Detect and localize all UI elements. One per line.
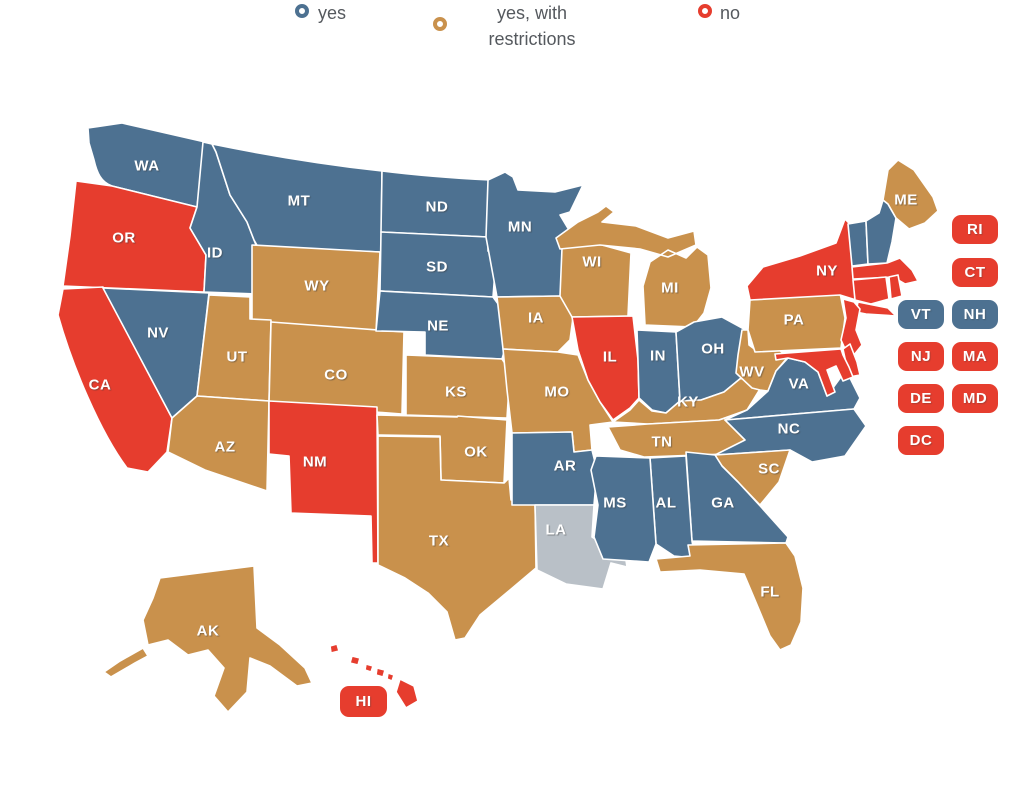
state-LA[interactable] — [534, 504, 628, 590]
state-SD[interactable] — [379, 231, 497, 298]
badge-CT[interactable]: CT — [952, 258, 998, 287]
state-PA[interactable] — [747, 292, 846, 353]
state-ME[interactable] — [882, 159, 939, 230]
legend-label-yes: yes — [318, 3, 347, 23]
state-IA[interactable] — [496, 295, 575, 353]
badge-DE[interactable]: DE — [898, 384, 944, 413]
state-MI[interactable] — [555, 205, 712, 328]
state-AZ[interactable] — [167, 395, 270, 492]
state-RI[interactable] — [888, 274, 903, 300]
state-CT[interactable] — [852, 276, 890, 305]
badge-MD[interactable]: MD — [952, 384, 998, 413]
badge-HI[interactable]: HI — [340, 686, 387, 717]
state-WY[interactable] — [251, 244, 381, 333]
legend-dot-yes — [295, 4, 309, 18]
badge-VT[interactable]: VT — [898, 300, 944, 329]
state-NC[interactable] — [714, 408, 867, 463]
badge-NH[interactable]: NH — [952, 300, 998, 329]
state-VT[interactable] — [847, 220, 869, 267]
legend-dot-yes-with-restrictions — [433, 17, 447, 31]
state-AK[interactable] — [103, 565, 313, 713]
state-MS[interactable] — [590, 455, 657, 563]
state-HI[interactable] — [329, 643, 419, 709]
state-MD[interactable] — [774, 348, 854, 397]
legend-label-yes-with-restrictions: yes, with restrictions — [488, 3, 576, 49]
state-NM[interactable] — [268, 400, 379, 564]
badge-DC[interactable]: DC — [898, 426, 944, 455]
state-GA[interactable] — [685, 451, 789, 544]
badge-MA[interactable]: MA — [952, 342, 998, 371]
state-IL[interactable] — [571, 315, 640, 421]
state-CO[interactable] — [268, 321, 405, 415]
legend-label-no: no — [720, 3, 741, 23]
legend-dot-no — [698, 4, 712, 18]
state-IN[interactable] — [636, 329, 681, 414]
state-CA[interactable] — [57, 286, 173, 473]
state-FL[interactable] — [655, 542, 804, 651]
state-MT[interactable] — [211, 143, 383, 253]
state-WI[interactable] — [559, 237, 632, 318]
map-legend: yes yes, with restrictions no — [0, 0, 1025, 60]
state-ND[interactable] — [380, 170, 491, 238]
state-TX[interactable] — [377, 435, 537, 641]
state-NJ[interactable] — [840, 298, 863, 361]
badge-NJ[interactable]: NJ — [898, 342, 944, 371]
state-KS[interactable] — [405, 354, 511, 419]
badge-RI[interactable]: RI — [952, 215, 998, 244]
